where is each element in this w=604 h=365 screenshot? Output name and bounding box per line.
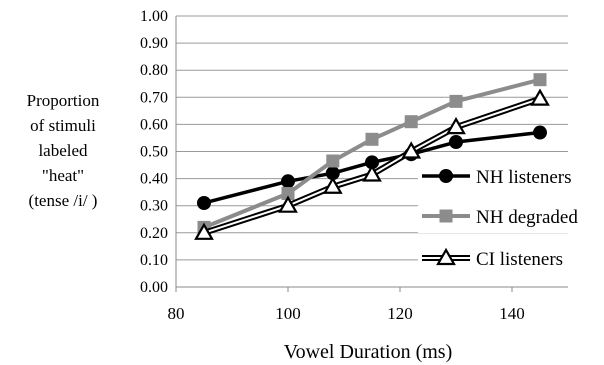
legend-marker bbox=[439, 169, 453, 183]
y-tick-label: 0.60 bbox=[140, 116, 168, 133]
data-point bbox=[533, 73, 547, 87]
x-tick-label: 80 bbox=[168, 304, 185, 323]
legend-item: CI listeners bbox=[418, 241, 598, 275]
x-axis-label: Vowel Duration (ms) bbox=[284, 341, 453, 363]
data-point bbox=[281, 187, 295, 201]
data-point bbox=[530, 88, 550, 106]
data-point bbox=[449, 135, 463, 150]
y-axis-label-line: "heat" bbox=[41, 166, 85, 185]
legend: NH listeners NH degraded CI listeners bbox=[418, 159, 598, 275]
series-triangle bbox=[194, 88, 550, 240]
y-tick-labels: 0.00 0.10 0.20 0.30 0.40 0.50 0.60 0.70 0.80 0.90… bbox=[140, 8, 168, 296]
data-point bbox=[401, 141, 422, 159]
y-axis-label: Proportion of stimuli labeled "heat" (te… bbox=[4, 88, 122, 213]
y-tick-label: 0.90 bbox=[140, 35, 168, 52]
data-point bbox=[326, 154, 340, 168]
y-axis-label-line: (tense /i/ ) bbox=[28, 191, 98, 210]
data-point bbox=[362, 164, 382, 182]
data-point bbox=[322, 176, 343, 194]
x-tick-label: 100 bbox=[275, 304, 301, 323]
axes bbox=[175, 16, 568, 292]
y-axis-label-line: of stimuli bbox=[30, 116, 96, 135]
y-axis-label-line: labeled bbox=[38, 141, 88, 160]
series-circle bbox=[197, 125, 547, 210]
series-layer bbox=[194, 73, 550, 240]
data-point bbox=[533, 125, 547, 140]
data-point bbox=[281, 174, 295, 189]
y-tick-label: 0.80 bbox=[140, 62, 168, 79]
legend-label: NH degraded bbox=[476, 207, 578, 228]
data-point bbox=[449, 94, 463, 108]
series-square bbox=[197, 73, 547, 234]
legend-label: NH listeners bbox=[476, 167, 572, 188]
data-point bbox=[194, 222, 214, 240]
y-tick-label: 0.00 bbox=[140, 279, 168, 296]
y-tick-label: 0.10 bbox=[140, 252, 168, 269]
x-tick-label: 140 bbox=[499, 304, 525, 323]
data-point bbox=[197, 195, 211, 210]
data-point bbox=[278, 195, 298, 213]
y-tick-label: 0.40 bbox=[140, 171, 168, 188]
x-tick-labels: 80 100 120 140 bbox=[168, 304, 525, 323]
legend-item: NH degraded bbox=[418, 199, 598, 233]
y-tick-label: 0.20 bbox=[140, 225, 168, 242]
y-tick-label: 0.50 bbox=[140, 144, 168, 161]
legend-label: CI listeners bbox=[476, 249, 563, 270]
y-tick-label: 0.30 bbox=[140, 198, 168, 215]
x-tick-label: 120 bbox=[387, 304, 413, 323]
data-point bbox=[365, 132, 379, 146]
y-axis-label-line: Proportion bbox=[26, 91, 100, 110]
legend-marker bbox=[439, 209, 453, 223]
legend-item: NH listeners bbox=[418, 159, 598, 193]
legend-marker bbox=[436, 247, 456, 266]
data-point bbox=[365, 155, 379, 170]
data-point bbox=[404, 115, 418, 129]
y-tick-label: 1.00 bbox=[140, 8, 168, 25]
data-point bbox=[325, 166, 340, 181]
y-tick-label: 0.70 bbox=[140, 89, 168, 106]
data-point bbox=[446, 116, 466, 135]
